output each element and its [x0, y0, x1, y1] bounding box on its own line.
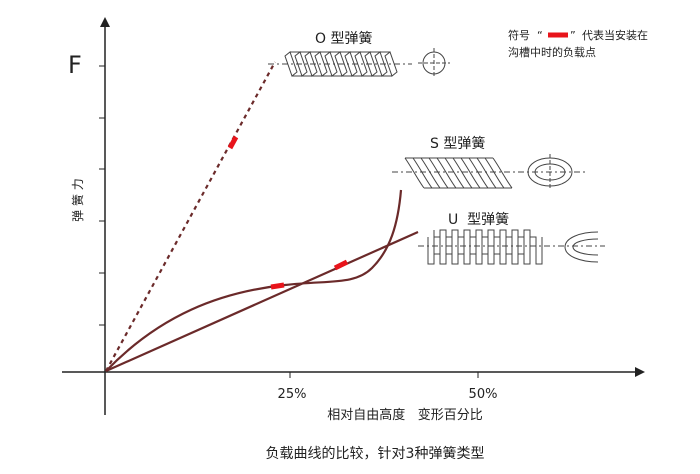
- axes: F 弹 簧 力 25% 50% 相对自由高度 变形百分比: [62, 17, 645, 423]
- legend-suffix: 代表当安装在: [582, 28, 648, 42]
- s-spring-label: S 型弹簧: [430, 136, 485, 152]
- x-ticks: [289, 372, 479, 378]
- u-spring-label: U 型弹簧: [448, 212, 509, 228]
- y-axis-label: 弹 簧 力: [70, 178, 85, 222]
- y-ticks: [99, 65, 105, 326]
- u-spring-curve: [105, 230, 419, 373]
- o-load-point: [227, 135, 239, 150]
- o-spring-curve: [105, 61, 276, 372]
- u-spring-section: [564, 231, 599, 263]
- legend: 符号 “ ” 代表当安装在 沟槽中时的负载点: [508, 28, 648, 59]
- x-tick-label-25: 25%: [278, 387, 307, 402]
- s-spring-drawing: [392, 154, 585, 190]
- x-tick-label-50: 50%: [469, 387, 498, 402]
- u-spring-drawing: [418, 229, 605, 265]
- diagram-caption: 负载曲线的比较，针对3种弹簧类型: [266, 446, 485, 462]
- y-axis-symbol: F: [68, 51, 82, 79]
- s-load-point: [270, 282, 285, 290]
- load-curves: [105, 61, 419, 373]
- s-spring-curve: [105, 189, 403, 372]
- o-spring-label: O 型弹簧: [315, 31, 372, 47]
- legend-prefix: 符号: [508, 29, 530, 42]
- legend-line2: 沟槽中时的负载点: [508, 45, 596, 59]
- legend-quote-open: “: [537, 29, 543, 42]
- o-spring-drawing: [268, 48, 450, 78]
- x-axis-label: 相对自由高度 变形百分比: [327, 407, 482, 423]
- load-point-markers: [227, 135, 349, 290]
- legend-quote-close: ”: [570, 29, 576, 42]
- u-load-point: [333, 259, 349, 271]
